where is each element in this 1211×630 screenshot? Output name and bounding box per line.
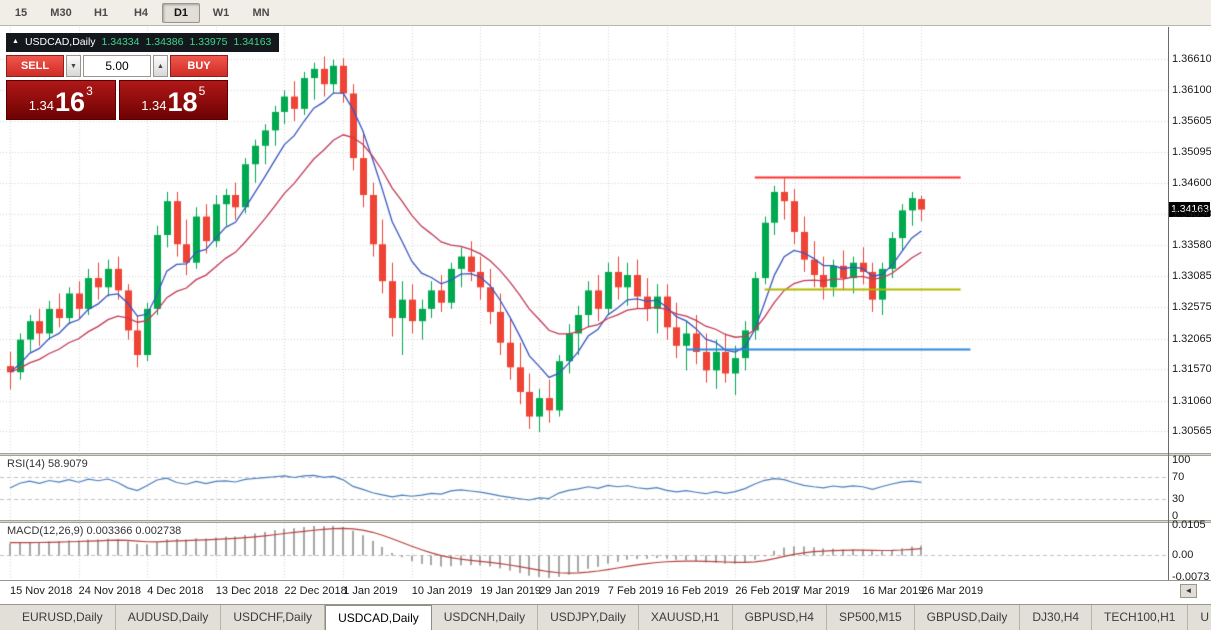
chart-tabs-bar: EURUSD,Daily AUDUSD,Daily USDCHF,Daily USDC…	[0, 604, 1211, 630]
rsi-axis-label: 0	[1172, 510, 1179, 522]
date-axis-label: 29 Jan 2019	[539, 585, 600, 597]
date-axis-label: 16 Feb 2019	[666, 585, 729, 597]
price-axis-label: 1.34090	[1172, 208, 1211, 221]
chart-scroll-left-button[interactable]: ◄	[1180, 584, 1197, 598]
chart-tab-gbpusd-h4[interactable]: GBPUSD,H4	[733, 605, 827, 630]
buy-price-pips: 18	[167, 87, 198, 117]
volume-increase-button[interactable]: ▲	[153, 55, 168, 77]
price-axis-label: 1.36100	[1172, 84, 1211, 97]
chart-close-value: 1.34163	[233, 36, 272, 48]
date-axis-label: 22 Dec 2018	[284, 585, 347, 597]
timeframe-button-m30[interactable]: M30	[50, 6, 72, 19]
date-axis-label: 24 Nov 2018	[78, 585, 141, 597]
chart-tab-usdcad-daily[interactable]: USDCAD,Daily	[325, 605, 432, 630]
chevron-down-icon: ▼	[70, 62, 77, 70]
chart-tab-gbpusd-daily[interactable]: GBPUSD,Daily	[915, 605, 1021, 630]
timeframe-button-h1[interactable]: H1	[93, 6, 109, 19]
macd-values: 0.003366 0.002738	[86, 525, 182, 537]
price-axis-label: 1.32065	[1172, 332, 1211, 345]
chart-tab-xauusd-h1[interactable]: XAUUSD,H1	[639, 605, 733, 630]
buy-price-point: 5	[198, 84, 206, 98]
chart-tab-dj30-h4[interactable]: DJ30,H4	[1020, 605, 1093, 630]
timeframe-toolbar: 15 M30 H1 H4 D1 W1 MN	[0, 0, 1211, 26]
date-axis-label: 19 Jan 2019	[480, 585, 541, 597]
rsi-axis-label: 70	[1172, 470, 1185, 483]
macd-axis-label: 0.0105	[1172, 519, 1206, 532]
rsi-axis-label: 30	[1172, 493, 1185, 506]
buy-price-base: 1.34	[141, 98, 167, 113]
rsi-indicator-label: RSI(14) 58.9079	[5, 458, 90, 470]
rsi-indicator-canvas[interactable]	[0, 456, 1168, 520]
timeframe-button-d1[interactable]: D1	[162, 2, 200, 23]
price-axis-label: 1.33580	[1172, 239, 1211, 252]
price-axis-label: 1.31570	[1172, 363, 1211, 376]
chart-tab-tech100-h1[interactable]: TECH100,H1	[1092, 605, 1189, 630]
date-axis-label: 7 Mar 2019	[794, 585, 850, 597]
date-axis-label: 4 Dec 2018	[147, 585, 204, 597]
sell-price-display[interactable]: 1.34 16 3	[6, 80, 116, 120]
macd-name: MACD(12,26,9)	[7, 525, 84, 537]
macd-axis-label: -0.0073	[1172, 570, 1210, 583]
chart-title-overlay: ▲ USDCAD,Daily 1.34334 1.34386 1.33975 1…	[6, 33, 280, 52]
chart-tab-usdjpy-daily[interactable]: USDJPY,Daily	[538, 605, 639, 630]
sell-price-base: 1.34	[28, 98, 55, 113]
date-axis-separator	[0, 580, 1211, 581]
volume-decrease-button[interactable]: ▼	[66, 55, 81, 77]
sell-button[interactable]: SELL	[6, 55, 64, 77]
price-axis-label: 1.33085	[1172, 269, 1211, 282]
one-click-collapse-icon[interactable]: ▲	[12, 38, 19, 45]
macd-indicator-label: MACD(12,26,9) 0.003366 0.002738	[5, 525, 184, 537]
timeframe-button-15[interactable]: 15	[14, 6, 28, 19]
rsi-axis-label: 100	[1172, 454, 1191, 466]
chart-window: ▲ USDCAD,Daily 1.34334 1.34386 1.33975 1…	[0, 27, 1211, 604]
price-axis-label: 1.34600	[1172, 176, 1211, 189]
chart-tab-sp500-m15[interactable]: SP500,M15	[827, 605, 915, 630]
one-click-trading-panel: SELL ▼ ▲ BUY 1.34 16 3 1.34 18 5	[6, 55, 228, 120]
rsi-name: RSI(14)	[7, 458, 45, 470]
price-axis-separator	[1168, 27, 1169, 581]
chart-tab-usdchf-daily[interactable]: USDCHF,Daily	[221, 605, 326, 630]
rsi-value: 58.9079	[47, 458, 88, 470]
date-axis-label: 10 Jan 2019	[411, 585, 473, 597]
panel-splitter[interactable]	[0, 453, 1211, 456]
date-axis-label: 15 Nov 2018	[10, 585, 73, 597]
date-axis-label: 1 Jan 2019	[343, 585, 398, 597]
date-axis-label: 16 Mar 2019	[862, 585, 925, 597]
volume-input[interactable]	[83, 55, 151, 77]
trade-prices-row: 1.34 16 3 1.34 18 5	[6, 80, 228, 120]
current-price-tag: 1.34163	[1169, 201, 1210, 217]
timeframe-button-mn[interactable]: MN	[252, 6, 270, 19]
chart-tab-u[interactable]: U	[1188, 605, 1211, 630]
sell-price-pips: 16	[55, 87, 86, 117]
macd-axis-label: 0.00	[1172, 549, 1194, 562]
date-axis-label: 26 Mar 2019	[921, 585, 984, 597]
trade-controls-row: SELL ▼ ▲ BUY	[6, 55, 228, 77]
price-axis-label: 1.35095	[1172, 146, 1211, 159]
chevron-up-icon: ▲	[157, 62, 164, 70]
timeframe-button-h4[interactable]: H4	[133, 6, 149, 19]
date-axis-label: 13 Dec 2018	[215, 585, 279, 597]
chart-symbol-label: USDCAD,Daily	[24, 36, 96, 48]
buy-button[interactable]: BUY	[170, 55, 228, 77]
chart-tab-audusd-daily[interactable]: AUDUSD,Daily	[116, 605, 222, 630]
sell-price-point: 3	[86, 84, 93, 98]
price-axis-label: 1.31060	[1172, 394, 1211, 407]
chart-tab-eurusd-daily[interactable]: EURUSD,Daily	[10, 605, 116, 630]
price-axis-label: 1.32575	[1172, 301, 1211, 314]
chart-low-value: 1.33975	[189, 36, 228, 48]
chart-open-value: 1.34334	[101, 36, 140, 48]
date-axis-label: 7 Feb 2019	[607, 585, 664, 597]
date-axis-label: 26 Feb 2019	[735, 585, 797, 597]
price-axis-label: 1.30565	[1172, 425, 1211, 438]
buy-price-display[interactable]: 1.34 18 5	[118, 80, 228, 120]
panel-splitter[interactable]	[0, 520, 1211, 523]
price-axis-label: 1.36610	[1172, 53, 1211, 65]
macd-indicator-canvas[interactable]	[0, 523, 1168, 580]
date-axis: ◄ 15 Nov 2018 24 Nov 2018 4 Dec 2018 13 Dec…	[0, 581, 1211, 604]
price-axis-label: 1.35605	[1172, 114, 1211, 127]
chart-tab-usdcnh-daily[interactable]: USDCNH,Daily	[432, 605, 539, 630]
chart-high-value: 1.34386	[145, 36, 184, 48]
timeframe-button-w1[interactable]: W1	[212, 6, 230, 19]
